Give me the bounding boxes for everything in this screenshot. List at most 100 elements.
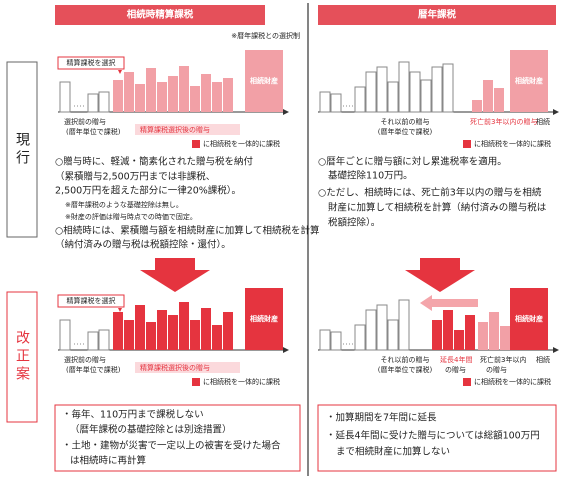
- header-bg: [318, 5, 556, 25]
- bar: [98, 329, 110, 351]
- label: は相続時に再計算: [70, 455, 146, 467]
- label: 死亡前3年以内の贈与: [470, 117, 537, 126]
- label: （累積贈与2,500万円までは非課税、: [55, 171, 215, 183]
- bar: [98, 91, 110, 113]
- bar: [135, 305, 145, 350]
- bar: [494, 88, 504, 112]
- bar: [212, 325, 222, 350]
- asset: [510, 288, 548, 350]
- bar: [420, 79, 432, 113]
- down-arrow: [405, 258, 475, 292]
- bar: [465, 315, 475, 350]
- after-bg: [135, 124, 240, 135]
- bar: [146, 68, 156, 112]
- label: 選択前の贈与: [64, 355, 106, 364]
- asset: [510, 50, 548, 112]
- bar: [443, 310, 453, 350]
- select-arrow: [118, 308, 122, 312]
- bar: [478, 322, 488, 350]
- bar: [354, 86, 366, 113]
- label: (暦年単位で課税): [66, 365, 121, 374]
- bar: [168, 315, 178, 350]
- asset: [245, 50, 283, 112]
- bar: [157, 310, 167, 350]
- label: （暦年課税の基礎控除とは別途措置）: [70, 424, 232, 436]
- label: ○暦年ごとに贈与額に対し累進税率を適用。: [318, 156, 507, 168]
- select-arrow: [118, 70, 122, 74]
- legend-swatch: [463, 140, 471, 148]
- label: 改正案: [14, 330, 30, 384]
- down-arrow: [140, 258, 210, 292]
- bar: [124, 320, 134, 350]
- label: の贈与: [445, 365, 466, 374]
- bar: [135, 84, 145, 112]
- bar: [483, 80, 493, 112]
- label: に相続税を一体的に課税: [474, 139, 551, 148]
- label: (暦年単位で課税): [66, 127, 121, 136]
- bar: [354, 324, 366, 351]
- label: ※財産の評価は贈与時点での時価で固定。: [65, 212, 197, 221]
- axis-arrow: [283, 347, 289, 353]
- axis-arrow: [283, 109, 289, 115]
- label: ※暦年課税のような基礎控除は無し。: [65, 200, 183, 209]
- change-box: [317, 404, 557, 472]
- bar: [179, 302, 189, 350]
- select-box: [57, 56, 125, 70]
- bar: [442, 63, 454, 113]
- label: 精算課税を選択: [67, 296, 116, 305]
- label: 財産に加算して相続税を計算（納付済みの贈与税は: [328, 202, 547, 214]
- change-box: [54, 404, 301, 472]
- bar: [179, 66, 189, 112]
- bar: [87, 331, 99, 351]
- label: ○ただし、相続時には、死亡前3年以内の贈与を相続: [318, 187, 542, 199]
- label: 延長4年間: [440, 355, 472, 364]
- legend-swatch: [192, 378, 200, 386]
- label: 税額控除）。: [328, 217, 380, 229]
- label: （納付済みの贈与税は税額控除・還付）。: [55, 239, 231, 251]
- bar: [376, 66, 388, 113]
- label: 相続: [536, 117, 550, 126]
- after-bg: [135, 362, 240, 373]
- label: まで相続財産に加算しない: [336, 446, 450, 458]
- label: 精算課税選択後の贈与: [140, 363, 210, 372]
- label: 基礎控除110万円。: [328, 170, 413, 182]
- bar: [376, 304, 388, 351]
- bar: [409, 71, 421, 113]
- label: 暦年課税: [418, 9, 457, 21]
- label: 死亡前3年以内: [480, 355, 526, 364]
- bar: [319, 91, 331, 113]
- bar: [59, 319, 71, 351]
- asset: [245, 288, 283, 350]
- bar: [113, 80, 123, 112]
- bar: [472, 100, 482, 112]
- label: ・土地・建物が災害で一定以上の被害を受けた場合: [62, 440, 281, 452]
- label: 精算課税選択後の贈与: [140, 125, 210, 134]
- bar: [168, 76, 178, 112]
- bar: [431, 66, 443, 113]
- bar: [190, 86, 200, 112]
- label: 精算課税を選択: [67, 58, 116, 67]
- header-bg: [55, 5, 265, 25]
- bar: [387, 81, 399, 113]
- bar: [223, 312, 233, 350]
- bar: [157, 82, 167, 112]
- row-box: [6, 291, 38, 423]
- bar: [365, 309, 377, 351]
- label: それ以前の贈与: [381, 117, 430, 126]
- bar: [454, 330, 464, 350]
- bar: [87, 93, 99, 113]
- bar: [124, 72, 134, 112]
- bar: [201, 308, 211, 350]
- label: に相続税を一体的に課税: [203, 139, 280, 148]
- label: ○贈与時に、軽減・簡素化された贈与税を納付: [55, 156, 254, 168]
- legend-swatch: [463, 378, 471, 386]
- label: 相続時精算課税: [127, 9, 194, 21]
- label: に相続税を一体的に課税: [474, 377, 551, 386]
- bar: [398, 299, 410, 351]
- label: (暦年単位で課税): [378, 365, 433, 374]
- bar: [223, 78, 233, 112]
- label: 相続財産: [250, 76, 278, 85]
- label: ○相続時には、累積贈与額を相続財産に加算して相続税を計算: [55, 225, 320, 237]
- bar: [113, 312, 123, 350]
